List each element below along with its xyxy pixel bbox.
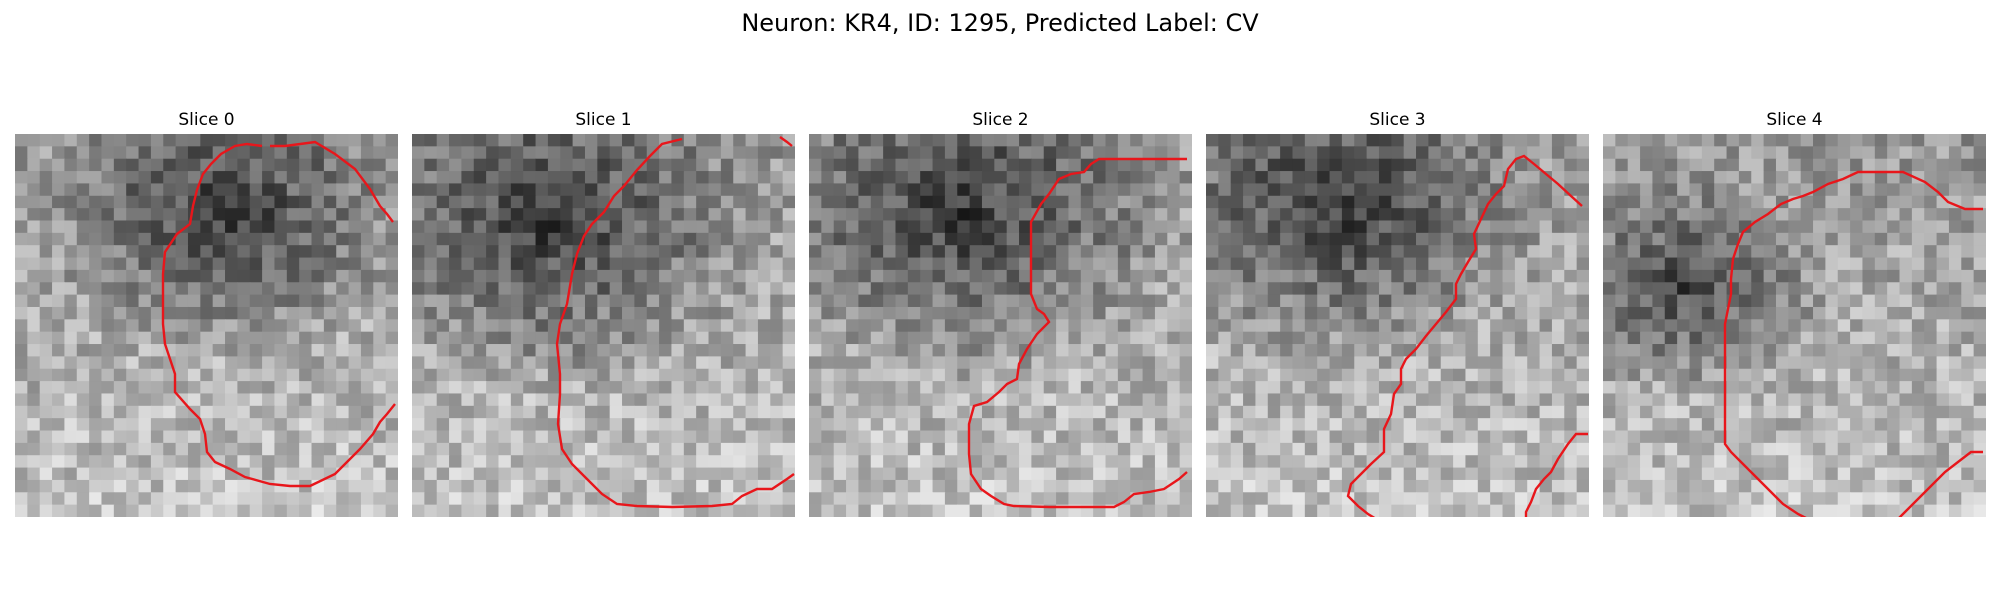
figure-title: Neuron: KR4, ID: 1295, Predicted Label: … xyxy=(741,9,1259,37)
slice-image-0 xyxy=(15,134,398,517)
segmentation-contour-3 xyxy=(1346,154,1583,517)
slice-pixels-3 xyxy=(1206,134,1589,517)
slice-panel-1: Slice 1 xyxy=(412,110,795,517)
slice-image-3 xyxy=(1206,134,1589,517)
segmentation-contour-0 xyxy=(161,142,396,488)
slice-panel-0: Slice 0 xyxy=(15,110,398,517)
segmentation-contour-0b xyxy=(270,140,394,223)
slice-panel-4: Slice 4 xyxy=(1603,110,1986,517)
slice-title-3: Slice 3 xyxy=(1369,110,1426,130)
segmentation-contour-4b xyxy=(1898,450,1983,517)
slice-image-1 xyxy=(412,134,795,517)
slice-image-4 xyxy=(1603,134,1986,517)
segmentation-contour-3b xyxy=(1524,432,1588,517)
segmentation-contour-1 xyxy=(555,137,795,509)
slice-panel-3: Slice 3 xyxy=(1206,110,1589,517)
slice-title-0: Slice 0 xyxy=(178,110,235,130)
slice-pixels-2 xyxy=(809,134,1192,517)
slice-pixels-1 xyxy=(412,134,795,517)
slice-title-1: Slice 1 xyxy=(575,110,632,130)
segmentation-contour-1b xyxy=(779,136,793,147)
slice-pixels-4 xyxy=(1603,134,1986,517)
segmentation-contour-4 xyxy=(1723,170,1983,517)
slice-panel-2: Slice 2 xyxy=(809,110,1192,517)
segmentation-contour-2 xyxy=(967,157,1188,509)
slice-image-2 xyxy=(809,134,1192,517)
slice-title-2: Slice 2 xyxy=(972,110,1029,130)
slice-pixels-0 xyxy=(15,134,398,517)
slice-title-4: Slice 4 xyxy=(1766,110,1823,130)
